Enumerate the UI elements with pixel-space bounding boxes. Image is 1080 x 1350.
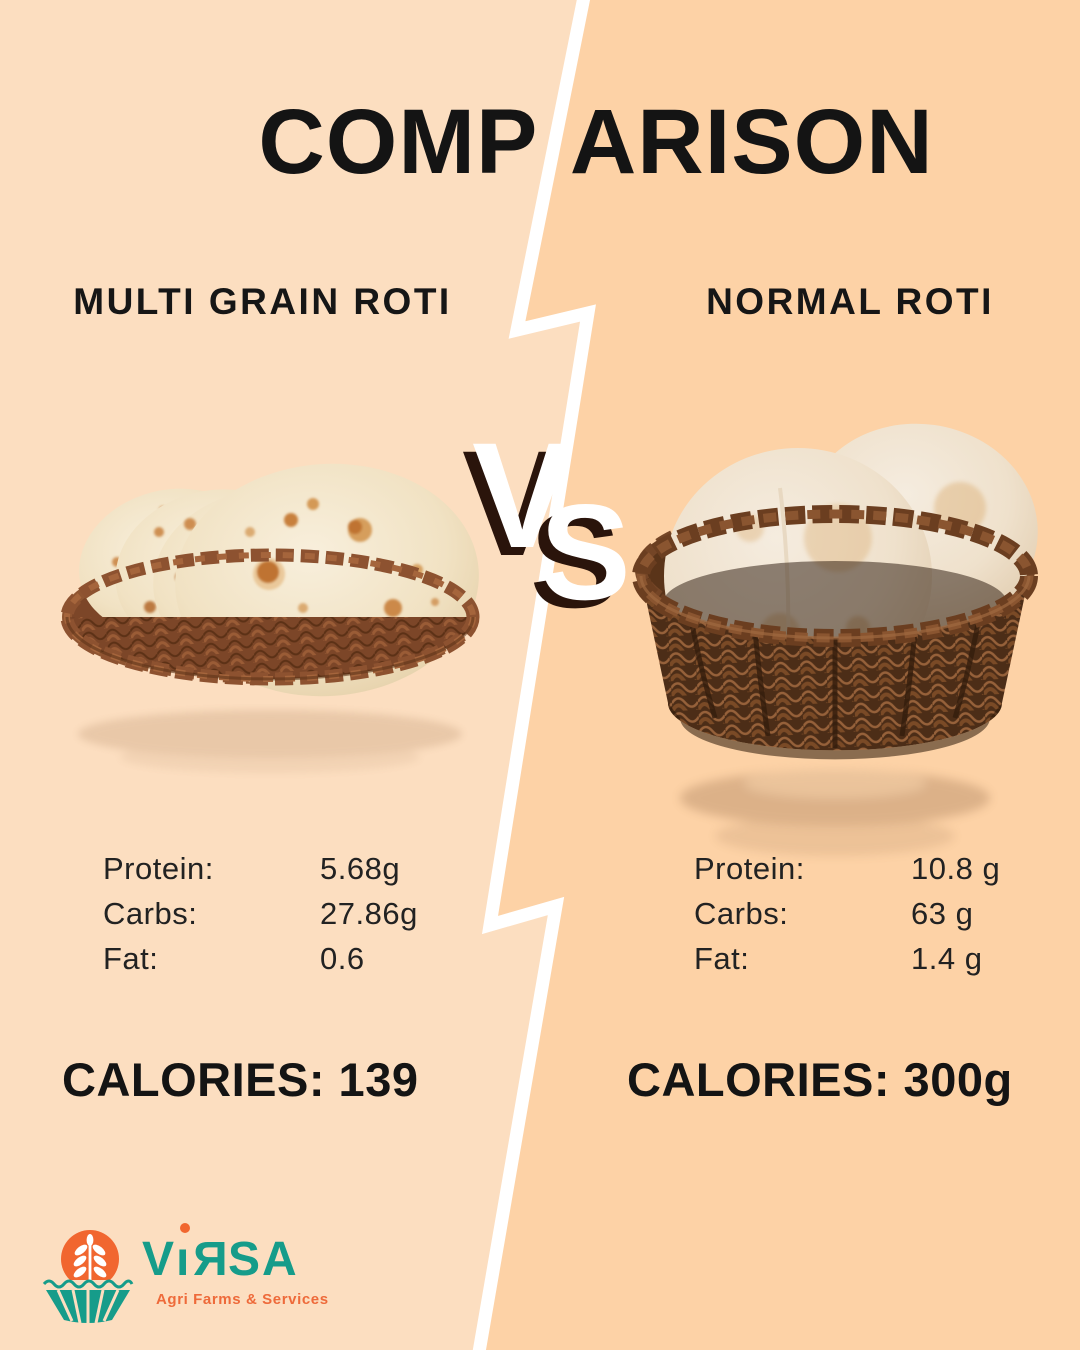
page-title: COMP ARISON <box>258 91 934 193</box>
wheat-icon <box>73 1234 107 1284</box>
nutrition-row: Carbs: 63 g <box>694 891 1044 936</box>
vs-letter-v: V <box>472 411 573 579</box>
left-nutrition-list: Protein: 5.68g Carbs: 27.86g Fat: 0.6 <box>103 846 453 981</box>
nutrition-row: Protein: 5.68g <box>103 846 453 891</box>
logo-i-dot <box>180 1223 191 1233</box>
nutrient-value: 5.68g <box>320 851 401 886</box>
nutrient-label: Fat: <box>694 941 750 976</box>
nutrition-row: Protein: 10.8 g <box>694 846 1044 891</box>
normal-roti-illustration <box>632 423 1038 856</box>
field-icon <box>42 1279 134 1324</box>
brand-letter-r-mirrored: R <box>191 1233 229 1286</box>
brand-letter-v: V <box>142 1233 177 1286</box>
nutrient-label: Fat: <box>103 941 159 976</box>
nutrient-label: Protein: <box>103 851 214 886</box>
logo-tagline: Agri Farms & Services <box>156 1291 329 1308</box>
nutrient-label: Protein: <box>694 851 805 886</box>
multigrain-roti-illustration <box>60 463 480 773</box>
nutrition-row: Carbs: 27.86g <box>103 891 453 936</box>
diagonal-divider-line <box>472 0 596 1350</box>
brand-letter-i: ı <box>176 1223 191 1284</box>
nutrient-value: 63 g <box>911 896 974 931</box>
left-heading: MULTI GRAIN ROTI <box>73 281 452 322</box>
brand-letters-sa: SA <box>228 1233 299 1286</box>
right-nutrition-list: Protein: 10.8 g Carbs: 63 g Fat: 1.4 g <box>694 846 1044 981</box>
nutrition-row: Fat: 0.6 <box>103 936 453 981</box>
right-calories: CALORIES: 300g <box>627 1053 1013 1106</box>
normal-roti-photo <box>630 398 1050 883</box>
right-heading: NORMAL ROTI <box>706 281 994 322</box>
nutrient-label: Carbs: <box>694 896 789 931</box>
nutrition-row: Fat: 1.4 g <box>694 936 1044 981</box>
multigrain-roti-photo <box>55 412 485 797</box>
virsa-logo-icon <box>42 1230 134 1324</box>
left-calories: CALORIES: 139 <box>62 1053 419 1106</box>
vs-letter-s: S <box>540 476 631 628</box>
nutrient-value: 0.6 <box>320 941 365 976</box>
nutrient-value: 27.86g <box>320 896 418 931</box>
nutrient-label: Carbs: <box>103 896 198 931</box>
nutrient-value: 1.4 g <box>911 941 983 976</box>
nutrient-value: 10.8 g <box>911 851 1001 886</box>
